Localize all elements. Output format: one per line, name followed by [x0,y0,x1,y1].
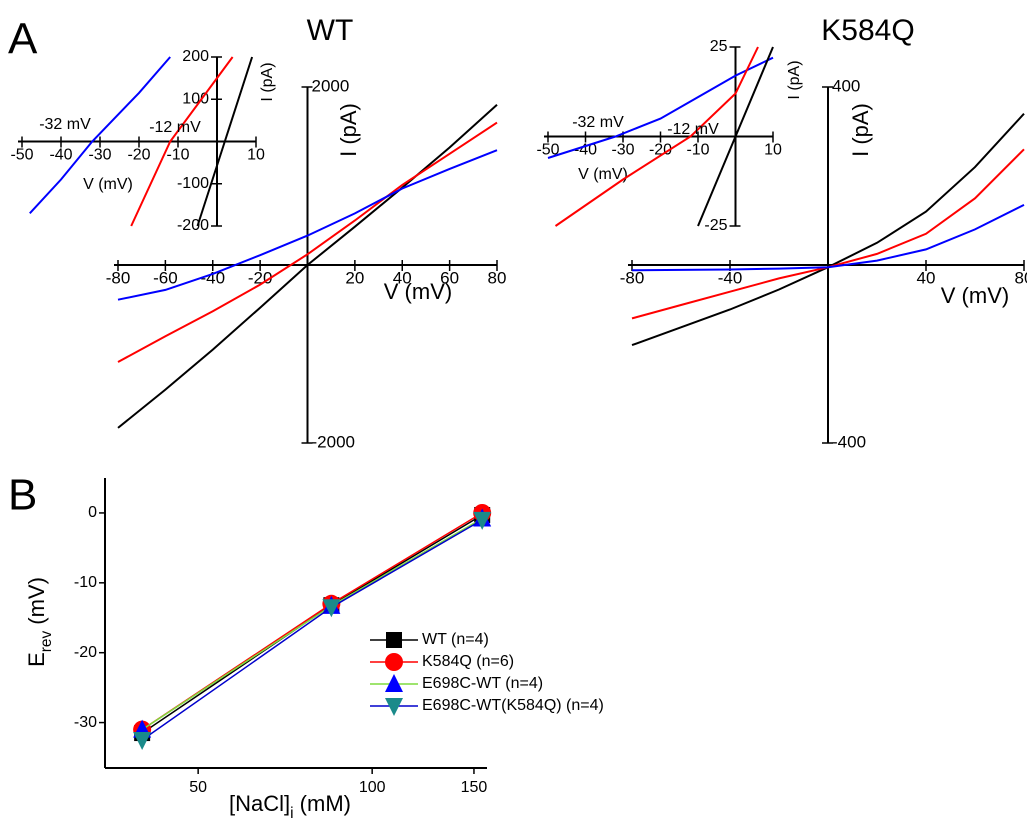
chart-title: K584Q [821,14,914,47]
y-tick-label: -10 [74,574,97,591]
x-tick-label: -40 [574,142,597,159]
x-tick-label: 20 [345,268,364,287]
x-axis-label: V (mV) [941,283,1009,308]
x-tick-label: -40 [200,268,225,287]
x-axis-label-part: (mM) [294,791,351,816]
series-line [29,56,171,214]
y-tick-label: -400 [832,432,866,451]
x-tick-label: 10 [764,142,782,159]
x-axis-label: V (mV) [578,166,628,183]
marker [386,632,402,648]
x-tick-label: 60 [440,268,459,287]
series-line [196,56,254,227]
x-tick-label: -20 [248,268,273,287]
x-tick-label: -40 [718,268,743,287]
x-axis-label: [NaCl]i (mM) [229,791,351,822]
legend-label: E698C-WT(K584Q) (n=4) [422,697,604,714]
y-tick-label: 25 [710,38,728,55]
x-tick-label: -20 [127,147,150,164]
annotation: -12 mV [149,119,201,136]
x-tick-label: 150 [461,779,488,796]
legend-label: K584Q (n=6) [422,653,514,670]
panel-label: B [8,471,37,520]
y-axis-label: I (pA) [786,60,803,99]
y-tick-label: -200 [177,217,209,234]
series-line [130,56,234,227]
x-tick-label: 40 [917,268,936,287]
series-line [117,121,498,363]
y-axis-label: I (pA) [259,62,276,101]
x-tick-label: -80 [620,268,645,287]
x-tick-label: 100 [359,779,386,796]
y-tick-label: 2000 [312,76,350,95]
x-tick-label: -10 [166,147,189,164]
annotation: -32 mV [39,116,91,133]
x-tick-label: -50 [10,147,33,164]
x-tick-label: -60 [153,268,178,287]
x-tick-label: -20 [649,142,672,159]
x-axis-label-part: [NaCl] [229,791,290,816]
y-tick-label: 200 [182,48,209,65]
marker [385,653,403,671]
x-tick-label: 10 [247,147,265,164]
x-tick-label: 80 [1015,268,1027,287]
x-tick-label: 80 [488,268,507,287]
series-line [631,204,1025,272]
series-line [547,56,774,159]
y-axis-label-part: (mV) [24,577,49,631]
y-tick-label: 400 [832,76,860,95]
y-tick-label: -25 [704,217,727,234]
y-tick-label: -30 [74,714,97,731]
x-tick-label: -50 [536,142,559,159]
legend-label: E698C-WT (n=4) [422,675,543,692]
x-axis-label: V (mV) [384,279,452,304]
x-axis-label: V (mV) [83,176,133,193]
y-axis-label-part: E [24,652,49,667]
y-axis-label: I (pA) [336,103,361,157]
y-tick-label: -20 [74,644,97,661]
series-line [117,149,498,301]
annotation: -12 mV [667,121,719,138]
series-line [554,46,759,227]
y-axis-label: Erev (mV) [24,577,55,667]
marker [322,599,341,618]
series-line [117,104,498,429]
panel-label: A [8,15,38,64]
legend-label: WT (n=4) [422,631,489,648]
x-tick-label: -80 [106,268,131,287]
x-tick-label: -30 [611,142,634,159]
marker [473,511,492,530]
marker [133,732,152,751]
x-tick-label: -30 [88,147,111,164]
y-tick-label: -100 [177,175,209,192]
y-tick-label: 0 [88,504,97,521]
y-axis-label: I (pA) [848,103,873,157]
series-line [697,46,774,227]
chart-title: WT [307,14,354,47]
annotation: -32 mV [572,114,624,131]
x-axis-label-part: i [290,805,293,822]
y-axis-label-part: rev [38,631,55,653]
x-tick-label: -40 [49,147,72,164]
x-tick-label: 50 [189,779,207,796]
x-tick-label: -10 [686,142,709,159]
marker [385,674,403,692]
y-tick-label: -2000 [312,432,355,451]
x-tick-label: 40 [393,268,412,287]
y-tick-label: 100 [182,90,209,107]
marker [385,698,403,716]
